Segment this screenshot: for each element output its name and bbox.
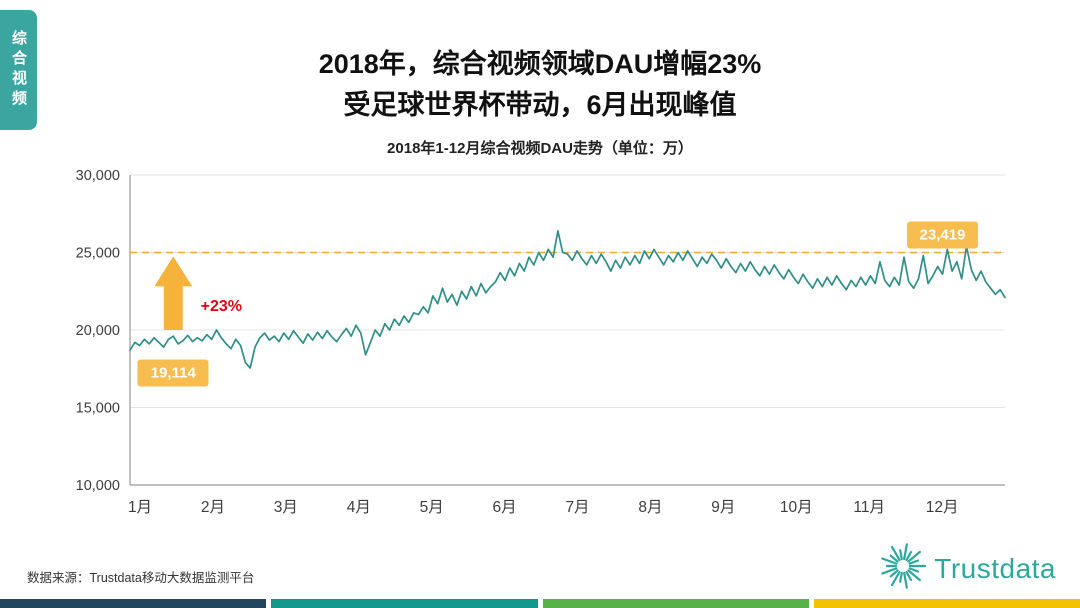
category-tab-label: 综合视频	[10, 30, 27, 110]
svg-text:30,000: 30,000	[76, 168, 120, 184]
line-chart-canvas: 10,000 15,000 20,000 25,000 30,000 1月 2月 3月 4月 5月…	[76, 168, 1006, 516]
footer-strip-segment	[542, 599, 809, 608]
start-value-badge: 19,114	[137, 359, 209, 387]
footer-strip-segment	[271, 599, 538, 608]
data-source-note: 数据来源：Trustdata移动大数据监测平台	[27, 571, 255, 585]
svg-text:10月: 10月	[780, 499, 813, 516]
svg-text:5月: 5月	[420, 499, 444, 516]
svg-text:4月: 4月	[347, 499, 371, 516]
chart-subtitle: 2018年1-12月综合视频DAU走势（单位：万）	[387, 140, 693, 157]
trustdata-logo-text: Trustdata	[934, 552, 1056, 584]
chart-header: 2018年，综合视频领域DAU增幅23% 受足球世界杯带动，6月出现峰值 201…	[0, 44, 1080, 158]
dau-line-chart: 10,000 15,000 20,000 25,000 30,000 1月 2月 3月 4月 5月…	[60, 165, 1020, 525]
svg-text:6月: 6月	[493, 499, 517, 516]
peak-value-badge: 23,419	[906, 221, 979, 249]
svg-text:12月: 12月	[926, 499, 959, 516]
page-title-line1: 2018年，综合视频领域DAU增幅23%	[318, 49, 762, 79]
svg-text:9月: 9月	[711, 499, 735, 516]
svg-text:1月: 1月	[128, 499, 152, 516]
svg-text:25,000: 25,000	[76, 246, 120, 262]
footer-color-strip	[0, 599, 1080, 608]
growth-percentage-label: +23%	[200, 297, 243, 315]
trustdata-logo: Trustdata	[880, 543, 1056, 594]
svg-text:20,000: 20,000	[76, 323, 120, 339]
svg-text:2月: 2月	[201, 499, 225, 516]
footer-strip-segment	[0, 599, 267, 608]
svg-text:11月: 11月	[853, 499, 885, 516]
growth-arrow-icon	[154, 256, 193, 330]
svg-text:10,000: 10,000	[76, 478, 120, 494]
svg-text:8月: 8月	[638, 499, 662, 516]
footer-strip-segment	[813, 599, 1080, 608]
page-title-line2: 受足球世界杯带动，6月出现峰值	[343, 90, 737, 120]
category-tab: 综合视频	[0, 10, 37, 130]
svg-text:15,000: 15,000	[76, 401, 120, 417]
trustdata-starburst-icon	[880, 543, 927, 594]
svg-text:3月: 3月	[274, 499, 298, 516]
svg-text:7月: 7月	[565, 499, 589, 516]
